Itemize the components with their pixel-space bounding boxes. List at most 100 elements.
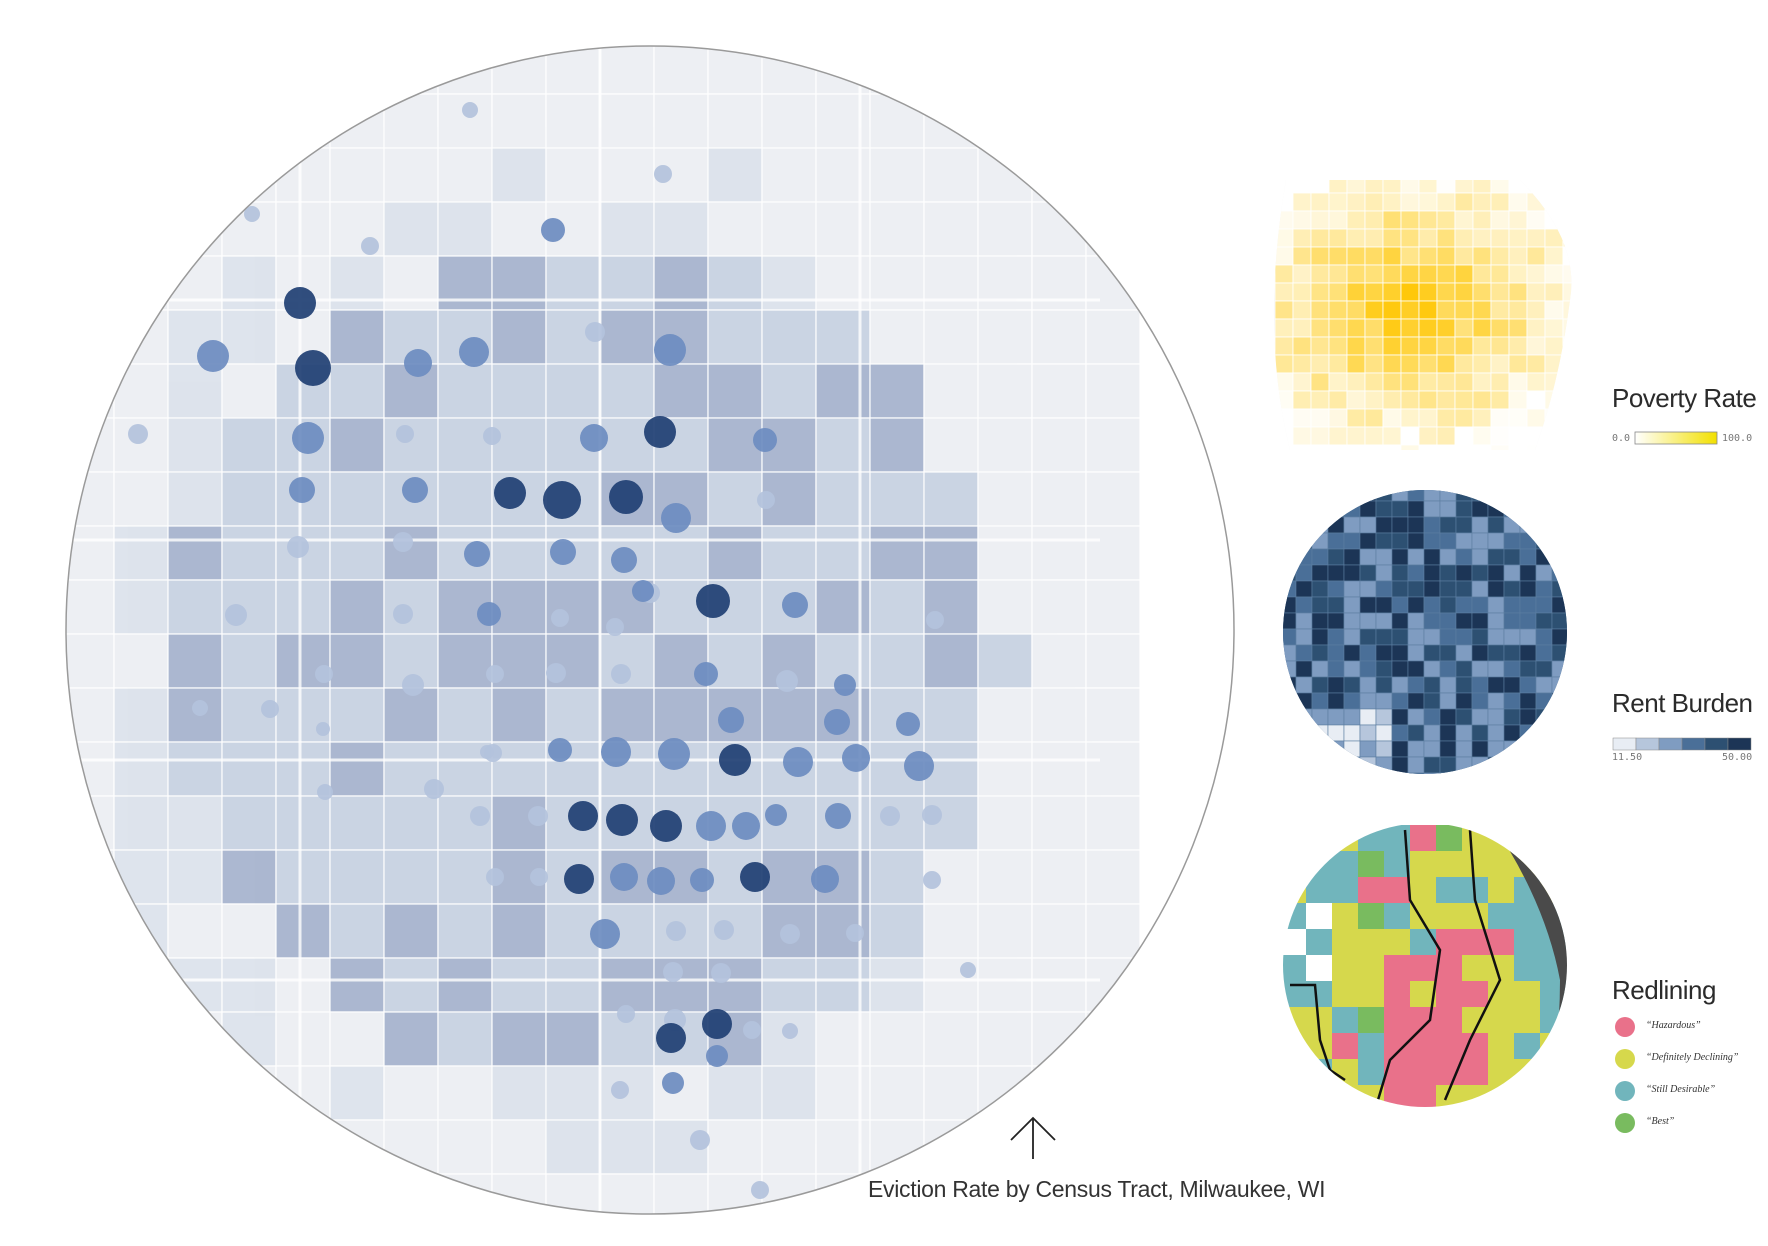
census-tract xyxy=(221,417,277,473)
rent-cell xyxy=(1327,580,1345,598)
rent-cell xyxy=(1283,708,1297,726)
rent-cell xyxy=(1423,708,1441,726)
census-tract xyxy=(329,687,385,743)
rent-cell xyxy=(1407,676,1425,694)
rent-cell xyxy=(1439,676,1457,694)
census-tract xyxy=(275,1173,331,1214)
census-tract xyxy=(599,255,655,311)
census-tract xyxy=(221,741,277,797)
poverty-cell xyxy=(1562,408,1572,428)
poverty-cell xyxy=(1274,426,1294,446)
poverty-cell xyxy=(1328,336,1348,356)
census-tract xyxy=(545,579,601,635)
rent-cell xyxy=(1503,644,1521,662)
eviction-dot xyxy=(402,674,424,696)
census-tract xyxy=(599,687,655,743)
rent-cell xyxy=(1327,548,1345,566)
census-tract xyxy=(491,46,547,95)
poverty-cell xyxy=(1364,264,1384,284)
eviction-map xyxy=(65,45,1235,1215)
poverty-cell xyxy=(1292,180,1312,194)
census-tract xyxy=(1031,309,1087,365)
redlining-zone xyxy=(1436,1111,1462,1137)
census-tract xyxy=(977,633,1033,689)
rent-cell xyxy=(1471,516,1489,534)
poverty-cell xyxy=(1436,372,1456,392)
rent-cell xyxy=(1551,532,1567,550)
rent-cell xyxy=(1471,612,1489,630)
census-tract xyxy=(545,687,601,743)
rent-cell xyxy=(1423,628,1441,646)
poverty-cell xyxy=(1436,282,1456,302)
poverty-cell xyxy=(1454,336,1474,356)
rent-cell xyxy=(1295,740,1313,758)
census-tract xyxy=(113,903,169,959)
rent-cell xyxy=(1503,772,1521,774)
rent-cell xyxy=(1407,580,1425,598)
rent-cell xyxy=(1391,548,1409,566)
census-tract xyxy=(167,471,223,527)
poverty-cell xyxy=(1382,246,1402,266)
census-tract xyxy=(869,471,925,527)
rent-cell xyxy=(1359,532,1377,550)
census-tract xyxy=(923,309,979,365)
rent-cell xyxy=(1519,756,1537,774)
poverty-cell xyxy=(1328,300,1348,320)
census-tract xyxy=(66,687,115,743)
poverty-cell xyxy=(1418,426,1438,446)
eviction-dot xyxy=(658,738,690,770)
census-tract xyxy=(221,363,277,419)
poverty-cell xyxy=(1454,390,1474,410)
poverty-cell xyxy=(1274,228,1294,248)
poverty-cell xyxy=(1292,264,1312,284)
poverty-cell xyxy=(1292,228,1312,248)
rent-cell xyxy=(1343,644,1361,662)
poverty-cell xyxy=(1526,390,1546,410)
rent-cell xyxy=(1503,692,1521,710)
redlining-zone xyxy=(1488,903,1514,929)
redlining-zone xyxy=(1462,851,1488,877)
census-tract xyxy=(869,1011,925,1067)
poverty-cell xyxy=(1544,372,1564,392)
rent-cell xyxy=(1423,564,1441,582)
census-tract xyxy=(815,1065,871,1121)
census-tract xyxy=(383,147,439,203)
poverty-cell xyxy=(1274,336,1294,356)
census-tract xyxy=(329,633,385,689)
census-tract xyxy=(599,93,655,149)
poverty-min-label: 0.0 xyxy=(1612,433,1631,444)
census-tract xyxy=(599,1173,655,1214)
census-tract xyxy=(761,1011,817,1067)
rent-cell xyxy=(1551,490,1567,502)
census-tract xyxy=(167,849,223,905)
eviction-dot xyxy=(393,604,413,624)
rent-cell xyxy=(1519,596,1537,614)
rent-cell xyxy=(1439,692,1457,710)
redlining-zone xyxy=(1514,955,1540,981)
poverty-cell xyxy=(1454,192,1474,212)
poverty-cell xyxy=(1364,300,1384,320)
census-tract xyxy=(167,957,223,1013)
census-tract xyxy=(491,741,547,797)
rent-cell xyxy=(1407,724,1425,742)
rent-cell xyxy=(1551,596,1567,614)
eviction-dot xyxy=(564,864,594,894)
redlining-zone xyxy=(1410,929,1436,955)
census-tract xyxy=(329,525,385,581)
eviction-dot xyxy=(470,806,490,826)
rent-cell xyxy=(1455,724,1473,742)
rent-cell xyxy=(1327,644,1345,662)
census-tract xyxy=(761,1065,817,1121)
rent-cell xyxy=(1283,756,1297,774)
redlining-label-hazardous: “Hazardous” xyxy=(1646,1020,1701,1031)
redlining-zone xyxy=(1283,825,1306,851)
poverty-cell xyxy=(1382,390,1402,410)
poverty-cell xyxy=(1581,175,1599,193)
poverty-cell xyxy=(1274,192,1294,212)
rent-cell xyxy=(1551,628,1567,646)
eviction-dot xyxy=(904,751,934,781)
rent-cell xyxy=(1568,741,1584,757)
census-tract xyxy=(869,849,925,905)
census-tract xyxy=(1031,957,1087,1013)
poverty-cell xyxy=(1310,408,1330,428)
